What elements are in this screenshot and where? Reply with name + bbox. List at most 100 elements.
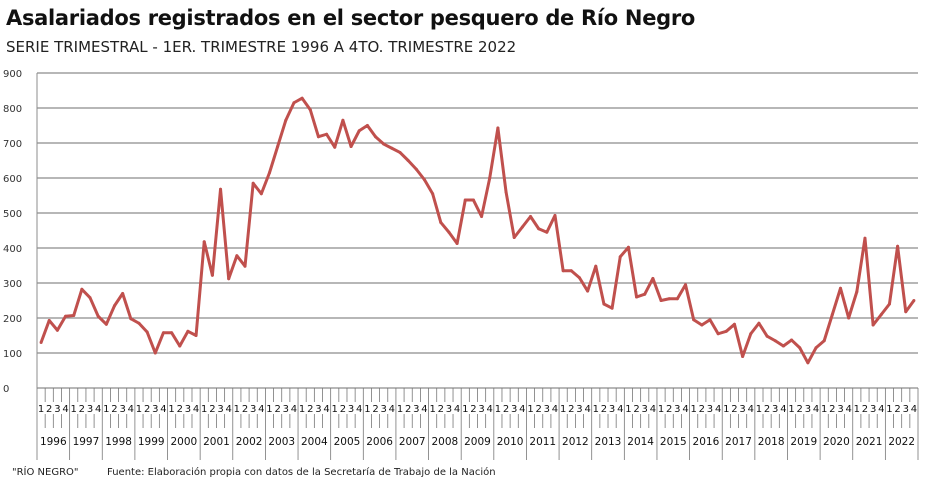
quarter-label: 2: [731, 404, 737, 415]
quarter-label: 2: [144, 404, 150, 415]
data-point: [879, 313, 883, 316]
quarter-label: 1: [136, 404, 142, 415]
data-point: [251, 181, 255, 185]
year-label: 2006: [366, 436, 393, 448]
data-point: [790, 338, 794, 342]
quarter-label: 2: [829, 404, 835, 415]
data-point: [129, 317, 133, 321]
data-point: [341, 118, 345, 122]
data-point: [471, 198, 475, 202]
quarter-label: 1: [560, 404, 566, 415]
quarter-label: 3: [119, 404, 125, 415]
year-label: 2002: [236, 436, 263, 448]
quarter-label: 2: [568, 404, 574, 415]
year-label: 2011: [529, 436, 556, 448]
y-tick-label: 500: [3, 209, 22, 220]
year-label: 2001: [203, 436, 230, 448]
data-point: [912, 299, 916, 302]
data-point: [716, 332, 720, 336]
quarter-label: 4: [519, 404, 525, 415]
data-point: [724, 329, 728, 333]
year-label: 2003: [268, 436, 295, 448]
quarter-label: 1: [38, 404, 44, 415]
year-label: 2014: [627, 436, 654, 448]
data-point: [806, 361, 810, 365]
quarter-label: 1: [821, 404, 827, 415]
quarter-label: 2: [633, 404, 639, 415]
quarter-label: 4: [160, 404, 166, 415]
quarter-label: 2: [372, 404, 378, 415]
quarter-label: 2: [699, 404, 705, 415]
quarter-label: 3: [185, 404, 191, 415]
quarter-label: 3: [772, 404, 778, 415]
data-point: [202, 240, 206, 244]
quarter-label: 1: [658, 404, 664, 415]
year-label: 2020: [823, 436, 850, 448]
quarter-label: 1: [332, 404, 338, 415]
data-point: [276, 145, 280, 148]
data-point: [153, 351, 157, 355]
quarter-label: 2: [503, 404, 509, 415]
data-point: [463, 198, 467, 202]
quarter-label: 4: [291, 404, 297, 415]
y-tick-label: 400: [3, 244, 22, 255]
data-point: [292, 101, 296, 105]
year-label: 2012: [562, 436, 589, 448]
year-label: 1997: [73, 436, 100, 448]
quarter-label: 2: [438, 404, 444, 415]
quarter-label: 3: [870, 404, 876, 415]
quarter-label: 2: [764, 404, 770, 415]
quarter-label: 3: [87, 404, 93, 415]
data-point: [308, 108, 312, 112]
quarter-label: 2: [470, 404, 476, 415]
data-point: [374, 135, 378, 139]
quarter-label: 4: [813, 404, 819, 415]
quarter-label: 1: [103, 404, 109, 415]
data-point: [904, 310, 908, 314]
data-point: [667, 297, 671, 301]
quarter-label: 2: [242, 404, 248, 415]
quarter-label: 1: [397, 404, 403, 415]
quarter-label: 3: [54, 404, 60, 415]
quarter-label: 4: [715, 404, 721, 415]
quarter-label: 3: [707, 404, 713, 415]
data-point: [618, 255, 622, 259]
data-point: [145, 330, 149, 334]
data-point: [830, 313, 834, 316]
quarter-label: 1: [625, 404, 631, 415]
data-point: [104, 322, 108, 326]
quarter-label: 1: [723, 404, 729, 415]
quarter-label: 3: [576, 404, 582, 415]
data-point: [773, 339, 777, 343]
data-point: [455, 241, 459, 245]
data-point: [651, 276, 655, 280]
quarter-label: 2: [862, 404, 868, 415]
chart-subtitle: SERIE TRIMESTRAL - 1ER. TRIMESTRE 1996 A…: [6, 38, 517, 56]
data-point: [496, 126, 500, 130]
quarter-label: 3: [903, 404, 909, 415]
data-point: [749, 332, 753, 336]
data-point: [635, 295, 639, 299]
quarter-label: 1: [299, 404, 305, 415]
quarter-label: 4: [193, 404, 199, 415]
data-point: [227, 277, 231, 281]
year-label: 2013: [595, 436, 622, 448]
quarter-label: 4: [95, 404, 101, 415]
data-point: [88, 296, 92, 300]
quarter-label: 3: [674, 404, 680, 415]
quarter-label: 3: [446, 404, 452, 415]
quarter-label: 1: [429, 404, 435, 415]
quarter-label: 2: [601, 404, 607, 415]
quarter-label: 3: [381, 404, 387, 415]
quarter-label: 3: [511, 404, 517, 415]
quarter-label: 4: [748, 404, 754, 415]
data-point: [643, 292, 647, 296]
year-label: 2008: [432, 436, 459, 448]
quarter-label: 4: [487, 404, 493, 415]
data-point: [365, 124, 369, 127]
y-tick-label: 800: [3, 104, 22, 115]
year-label: 1998: [105, 436, 132, 448]
data-point: [847, 316, 851, 320]
y-tick-label: 600: [3, 174, 22, 185]
